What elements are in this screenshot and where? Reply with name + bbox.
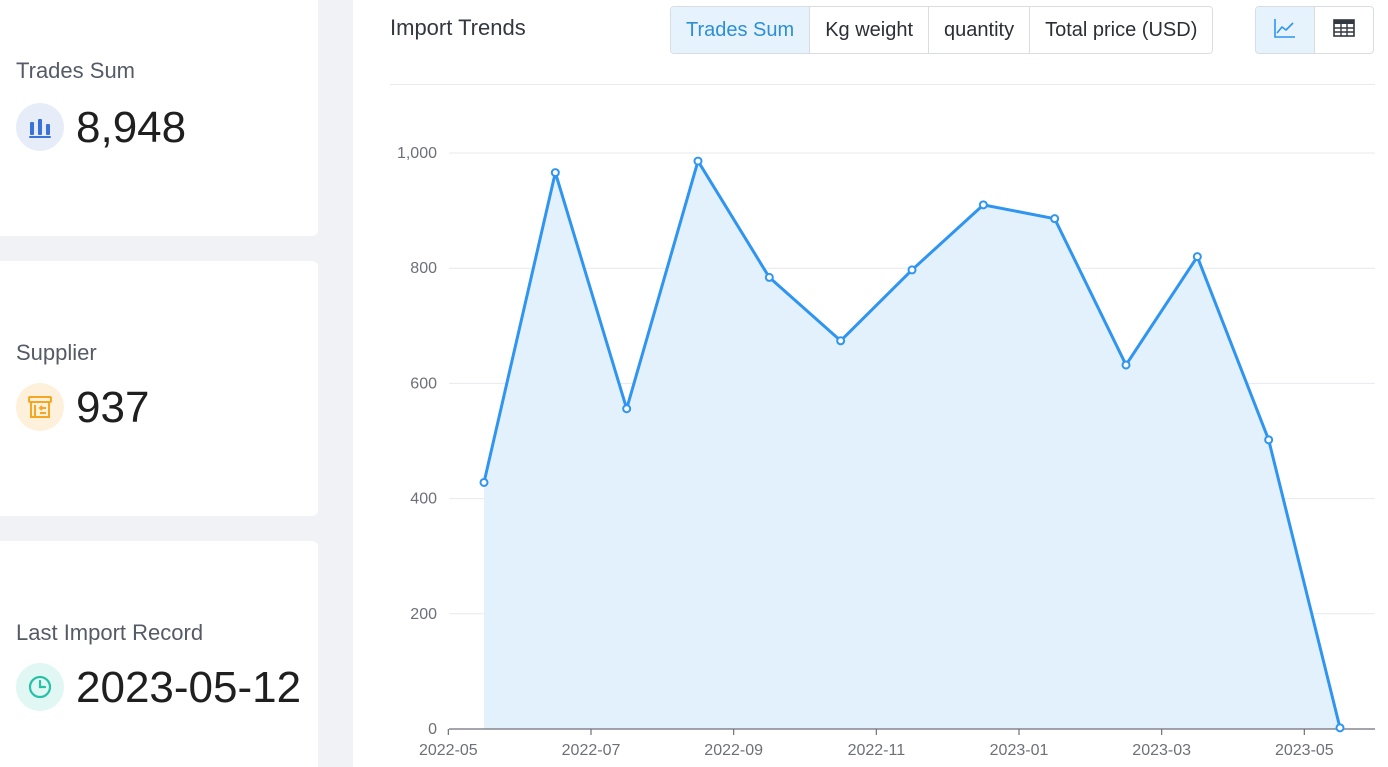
- data-point: [693, 156, 703, 166]
- bar-chart-icon: [16, 103, 64, 151]
- panel-title: Import Trends: [390, 15, 526, 40]
- x-tick-label: 2023-03: [1132, 742, 1191, 759]
- view-toggle-group: [1255, 6, 1374, 54]
- data-point: [1050, 214, 1060, 224]
- storefront-icon: [16, 383, 64, 431]
- stat-card-supplier: Supplier 937: [0, 261, 318, 516]
- clock-icon: [16, 663, 64, 711]
- data-point: [836, 336, 846, 346]
- x-tick-label: 2022-07: [562, 742, 621, 759]
- data-point: [907, 265, 917, 275]
- metric-tab-group: Trades Sum Kg weight quantity Total pric…: [670, 6, 1214, 54]
- data-point: [1121, 360, 1131, 370]
- y-tick-label: 1,000: [397, 145, 437, 162]
- import-trends-panel: Import Trends Trades Sum Kg weight quant…: [353, 0, 1388, 767]
- panel-divider: [390, 84, 1375, 85]
- data-point: [550, 168, 560, 178]
- y-tick-label: 0: [428, 721, 437, 738]
- line-chart-icon: [1273, 17, 1297, 44]
- data-point: [978, 200, 988, 210]
- data-point: [1192, 252, 1202, 262]
- stat-value: 937: [76, 383, 150, 432]
- stat-label: Last Import Record: [16, 620, 204, 645]
- table-icon: [1333, 18, 1355, 42]
- tab-kg-weight[interactable]: Kg weight: [809, 7, 929, 53]
- x-tick-label: 2022-09: [704, 742, 763, 759]
- data-point: [622, 404, 632, 414]
- data-point: [1264, 435, 1274, 445]
- data-point: [764, 272, 774, 282]
- y-tick-label: 600: [410, 375, 437, 392]
- line-chart-view-button[interactable]: [1256, 7, 1314, 53]
- x-tick-label: 2022-05: [419, 742, 478, 759]
- tab-quantity[interactable]: quantity: [928, 7, 1030, 53]
- y-tick-label: 800: [410, 260, 437, 277]
- x-tick-label: 2022-11: [848, 742, 906, 759]
- data-point: [1335, 723, 1345, 733]
- stat-label: Supplier: [16, 340, 97, 365]
- x-tick-label: 2023-01: [990, 742, 1049, 759]
- stat-label: Trades Sum: [16, 58, 136, 83]
- stat-card-trades-sum: Trades Sum 8,948: [0, 0, 318, 236]
- stat-card-last-import: Last Import Record 2023-05-12: [0, 541, 318, 767]
- y-tick-label: 200: [410, 606, 437, 623]
- tab-total-price[interactable]: Total price (USD): [1029, 7, 1213, 53]
- import-trends-chart: 0 200 400 600 800 1,000 2022-05 2022-07 2022-09 2…: [397, 145, 1375, 759]
- y-tick-label: 400: [410, 491, 437, 508]
- table-view-button[interactable]: [1314, 7, 1373, 53]
- x-tick-label: 2023-05: [1275, 742, 1334, 759]
- tab-trades-sum[interactable]: Trades Sum: [671, 7, 810, 53]
- series-area: [484, 161, 1340, 730]
- stat-value: 8,948: [76, 103, 187, 152]
- data-point: [479, 477, 489, 487]
- stat-value: 2023-05-12: [76, 663, 302, 712]
